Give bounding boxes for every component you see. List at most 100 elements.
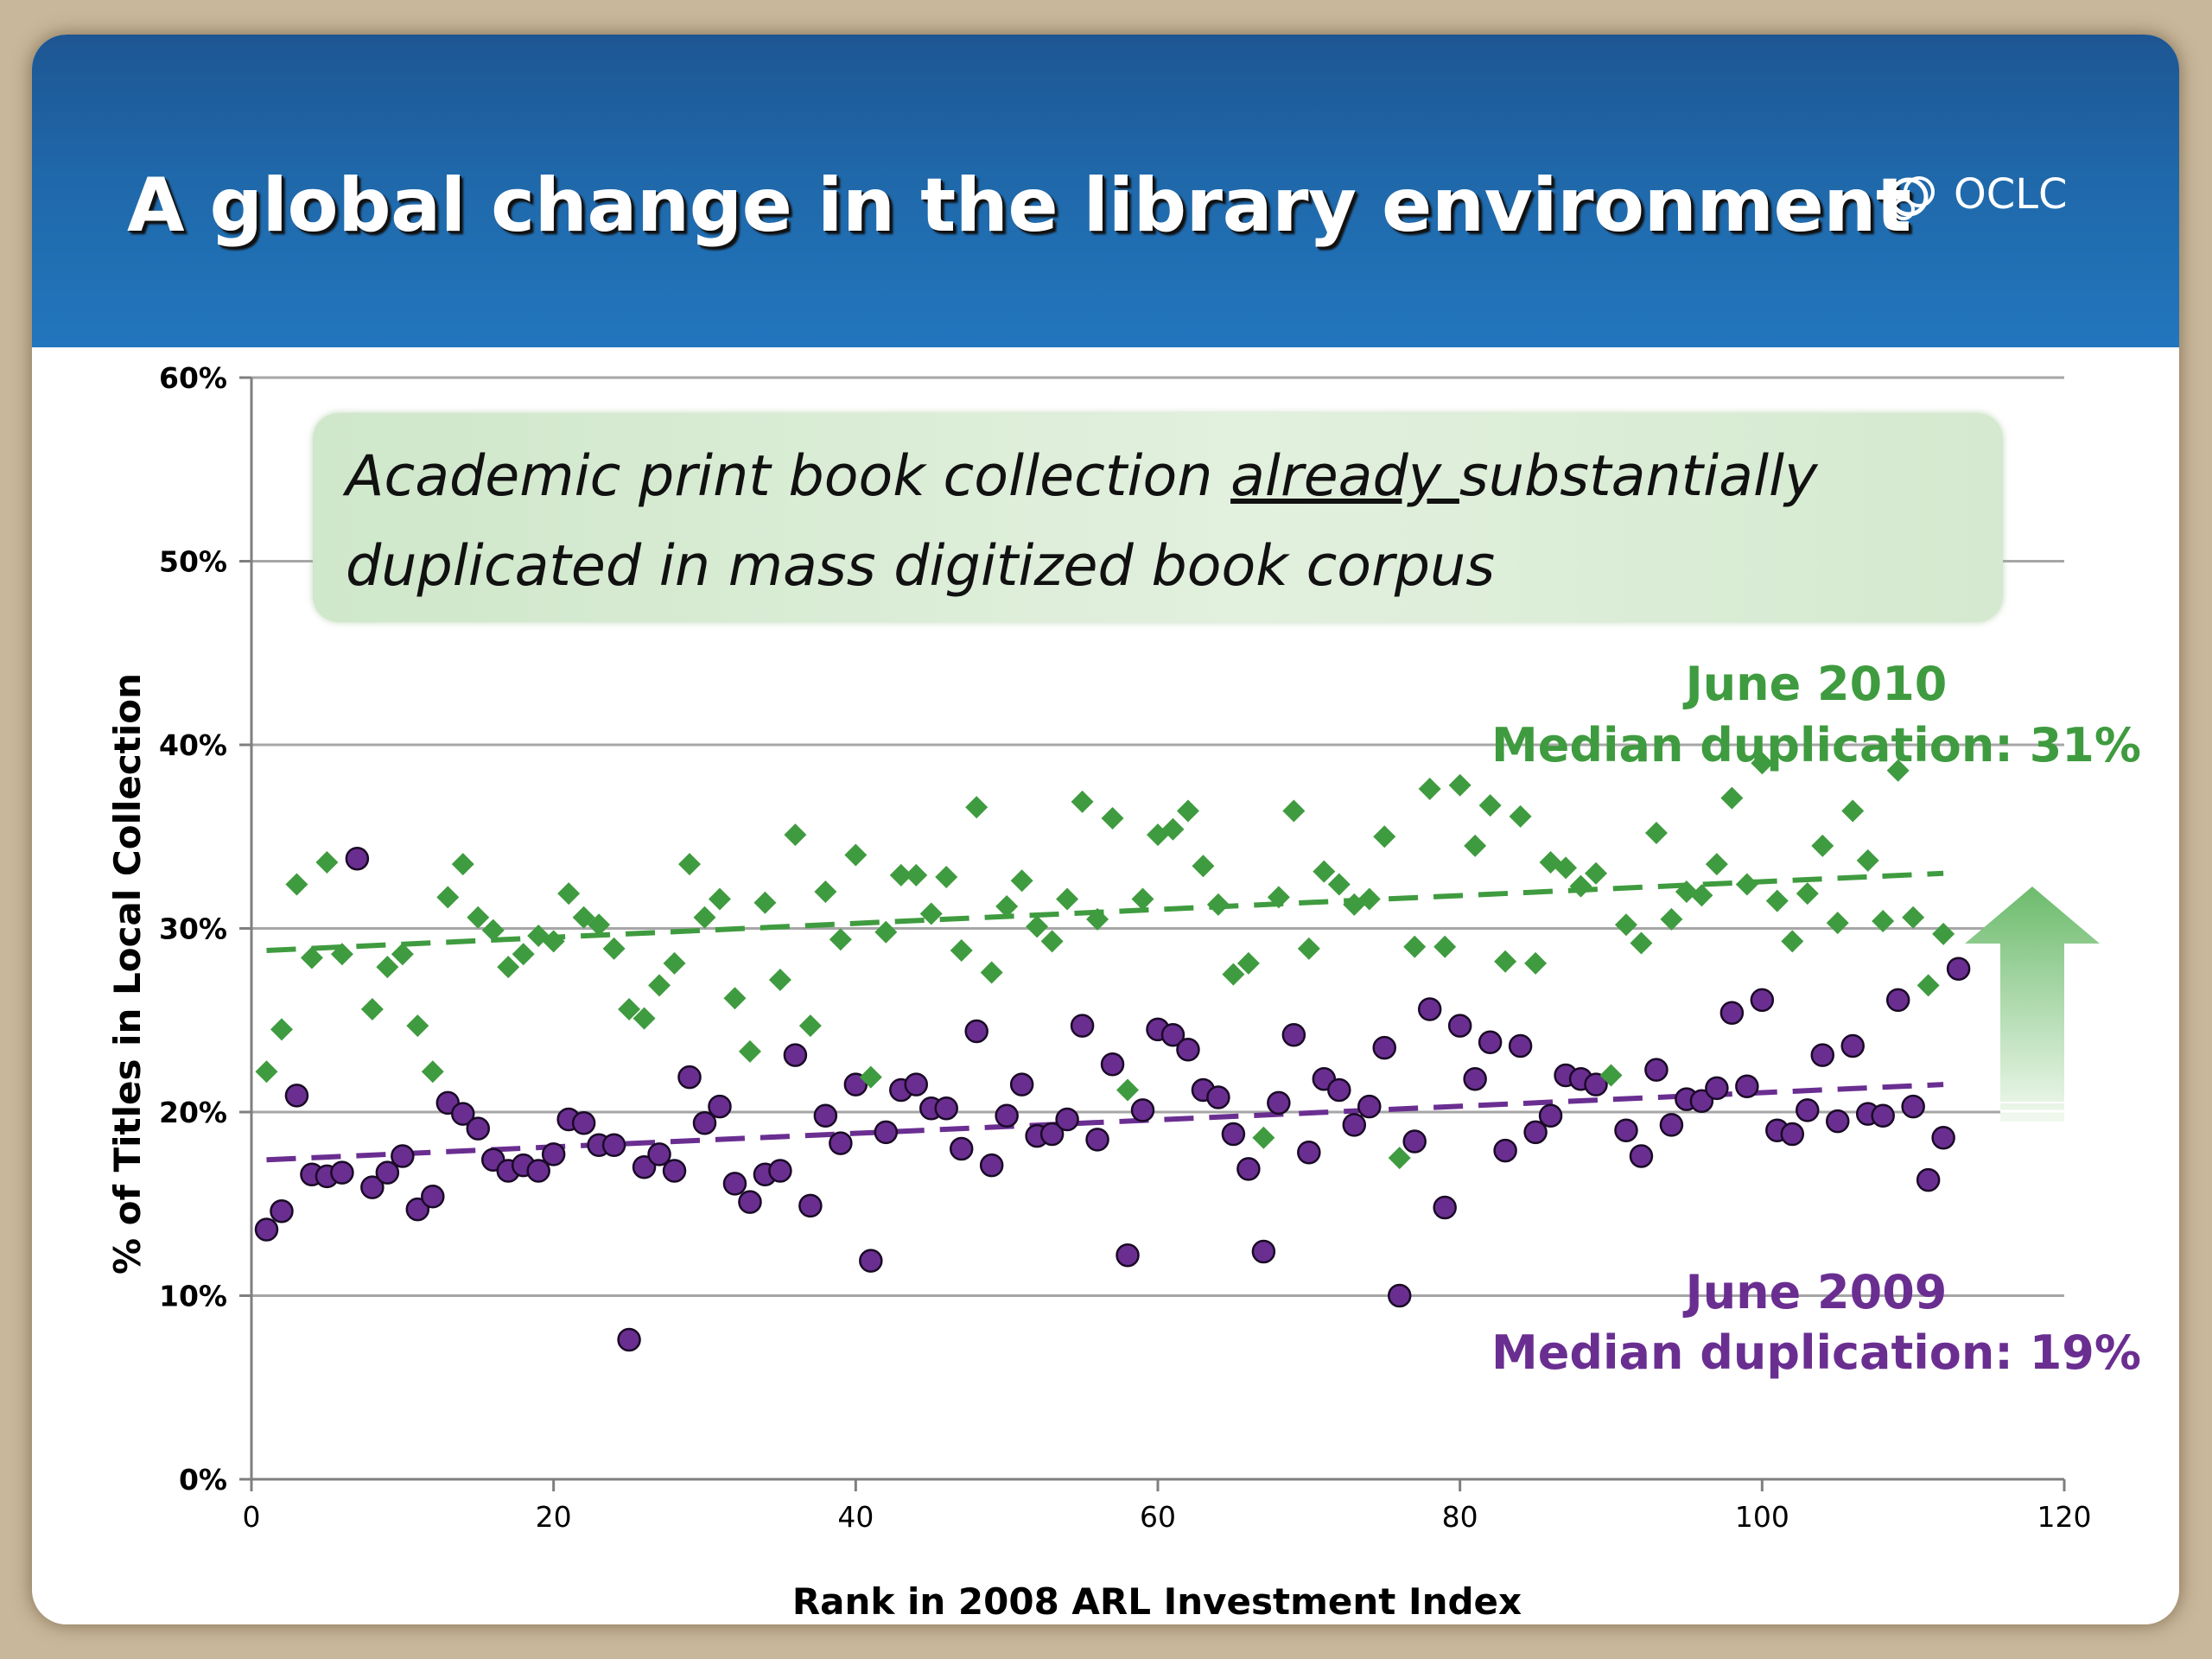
data-point-2009 (1417, 997, 1442, 1021)
data-point-2010 (1856, 849, 1879, 872)
data-point-2009 (995, 1103, 1019, 1128)
data-point-2010 (300, 946, 323, 969)
data-point-2009 (601, 1133, 626, 1157)
data-point-2010 (1796, 882, 1819, 906)
data-point-2010 (360, 998, 384, 1020)
annotation-median-2009: Median duplication: 19% (1491, 1325, 2141, 1380)
data-point-2009 (345, 847, 370, 871)
data-point-2010 (1644, 822, 1668, 844)
data-point-2009 (904, 1072, 929, 1096)
data-point-2009 (1327, 1077, 1351, 1103)
data-point-2009 (949, 1136, 974, 1161)
data-point-2009 (1871, 1103, 1895, 1128)
data-point-2010 (1313, 860, 1336, 883)
data-point-2009 (1735, 1074, 1759, 1098)
slide-title: A global change in the library environme… (127, 162, 1911, 249)
x-tick-label: 0 (243, 1500, 261, 1534)
oclc-logo-icon (1889, 176, 1935, 220)
y-tick-label: 50% (159, 545, 227, 579)
data-point-2010 (1599, 1064, 1623, 1087)
data-point-2009 (798, 1193, 823, 1218)
data-point-2009 (1508, 1033, 1533, 1058)
data-point-2010 (844, 843, 868, 867)
data-point-2010 (1675, 880, 1698, 903)
data-point-2009 (1463, 1067, 1487, 1091)
data-point-2009 (541, 1142, 566, 1166)
callout-line-1: Academic print book collection already s… (346, 432, 2003, 522)
data-point-2009 (1780, 1122, 1805, 1147)
data-point-2010 (980, 961, 1003, 984)
data-point-2009 (1629, 1144, 1654, 1168)
data-point-2010 (798, 1014, 822, 1038)
data-point-2009 (813, 1103, 838, 1128)
data-point-2010 (738, 1039, 761, 1063)
x-tick-label: 60 (1140, 1500, 1176, 1534)
x-tick-label: 120 (2037, 1500, 2092, 1534)
data-point-2009 (254, 1217, 279, 1242)
data-point-2010 (1660, 907, 1683, 931)
x-axis-title: Rank in 2008 ARL Investment Index (792, 1580, 1522, 1623)
data-point-2010 (270, 1018, 293, 1041)
data-point-2009 (1116, 1243, 1140, 1268)
data-point-2009 (632, 1155, 657, 1179)
data-point-2009 (1478, 1030, 1503, 1054)
data-point-2009 (662, 1159, 687, 1183)
data-point-2009 (1176, 1038, 1200, 1062)
data-point-2009 (270, 1199, 294, 1224)
data-point-2010 (708, 887, 731, 911)
data-point-2009 (859, 1249, 883, 1273)
data-point-2009 (1885, 988, 1910, 1013)
logo-text: OCLC (1954, 170, 2068, 219)
data-point-2010 (1206, 893, 1230, 916)
data-point-2009 (1297, 1141, 1321, 1165)
data-point-2010 (1554, 856, 1578, 880)
data-point-2009 (1039, 1122, 1065, 1147)
data-point-2010 (1765, 889, 1789, 912)
data-point-2010 (1418, 778, 1441, 800)
data-point-2010 (497, 956, 520, 979)
data-point-2010 (1916, 974, 1940, 997)
data-point-2009 (1750, 988, 1775, 1013)
data-point-2010 (1101, 807, 1124, 830)
data-point-2010 (1720, 786, 1744, 810)
y-tick-label: 40% (159, 728, 227, 762)
data-point-2009 (677, 1065, 702, 1090)
data-point-2010 (905, 863, 928, 887)
y-axis-title: % of Titles in Local Collection (106, 673, 149, 1274)
data-point-2010 (859, 1065, 882, 1089)
data-point-2009 (783, 1043, 808, 1067)
data-point-2009 (1840, 1033, 1865, 1058)
data-point-2010 (1086, 907, 1109, 931)
data-point-2009 (708, 1094, 732, 1119)
data-point-2010 (648, 974, 671, 997)
data-point-2009 (843, 1072, 868, 1096)
y-tick-label: 10% (159, 1280, 227, 1313)
data-point-2010 (723, 987, 747, 1010)
data-point-2010 (1176, 799, 1199, 823)
data-point-2010 (315, 851, 339, 874)
trendline-2010 (266, 870, 1944, 953)
data-point-2010 (768, 969, 791, 991)
data-point-2010 (1403, 935, 1427, 958)
data-point-2009 (1251, 1239, 1276, 1264)
data-point-2010 (1781, 930, 1804, 953)
y-tick-label: 30% (159, 912, 227, 946)
data-point-2009 (1916, 1167, 1941, 1192)
data-point-2010 (1040, 930, 1064, 953)
data-point-2010 (1690, 884, 1713, 907)
data-point-2010 (1509, 804, 1532, 828)
data-point-2009 (979, 1153, 1004, 1178)
data-point-2009 (1810, 1043, 1835, 1067)
data-point-2009 (571, 1111, 596, 1135)
y-tick-label: 0% (179, 1463, 227, 1497)
data-point-2010 (1585, 861, 1608, 885)
data-point-2010 (1297, 937, 1320, 960)
data-point-2010 (451, 853, 474, 876)
data-point-2010 (255, 1060, 278, 1084)
data-point-2010 (829, 928, 852, 951)
data-point-2010 (1464, 834, 1487, 857)
data-point-2010 (1886, 759, 1910, 782)
x-tick-label: 100 (1735, 1500, 1789, 1534)
data-point-2009 (405, 1197, 430, 1222)
data-point-2009 (421, 1185, 445, 1209)
